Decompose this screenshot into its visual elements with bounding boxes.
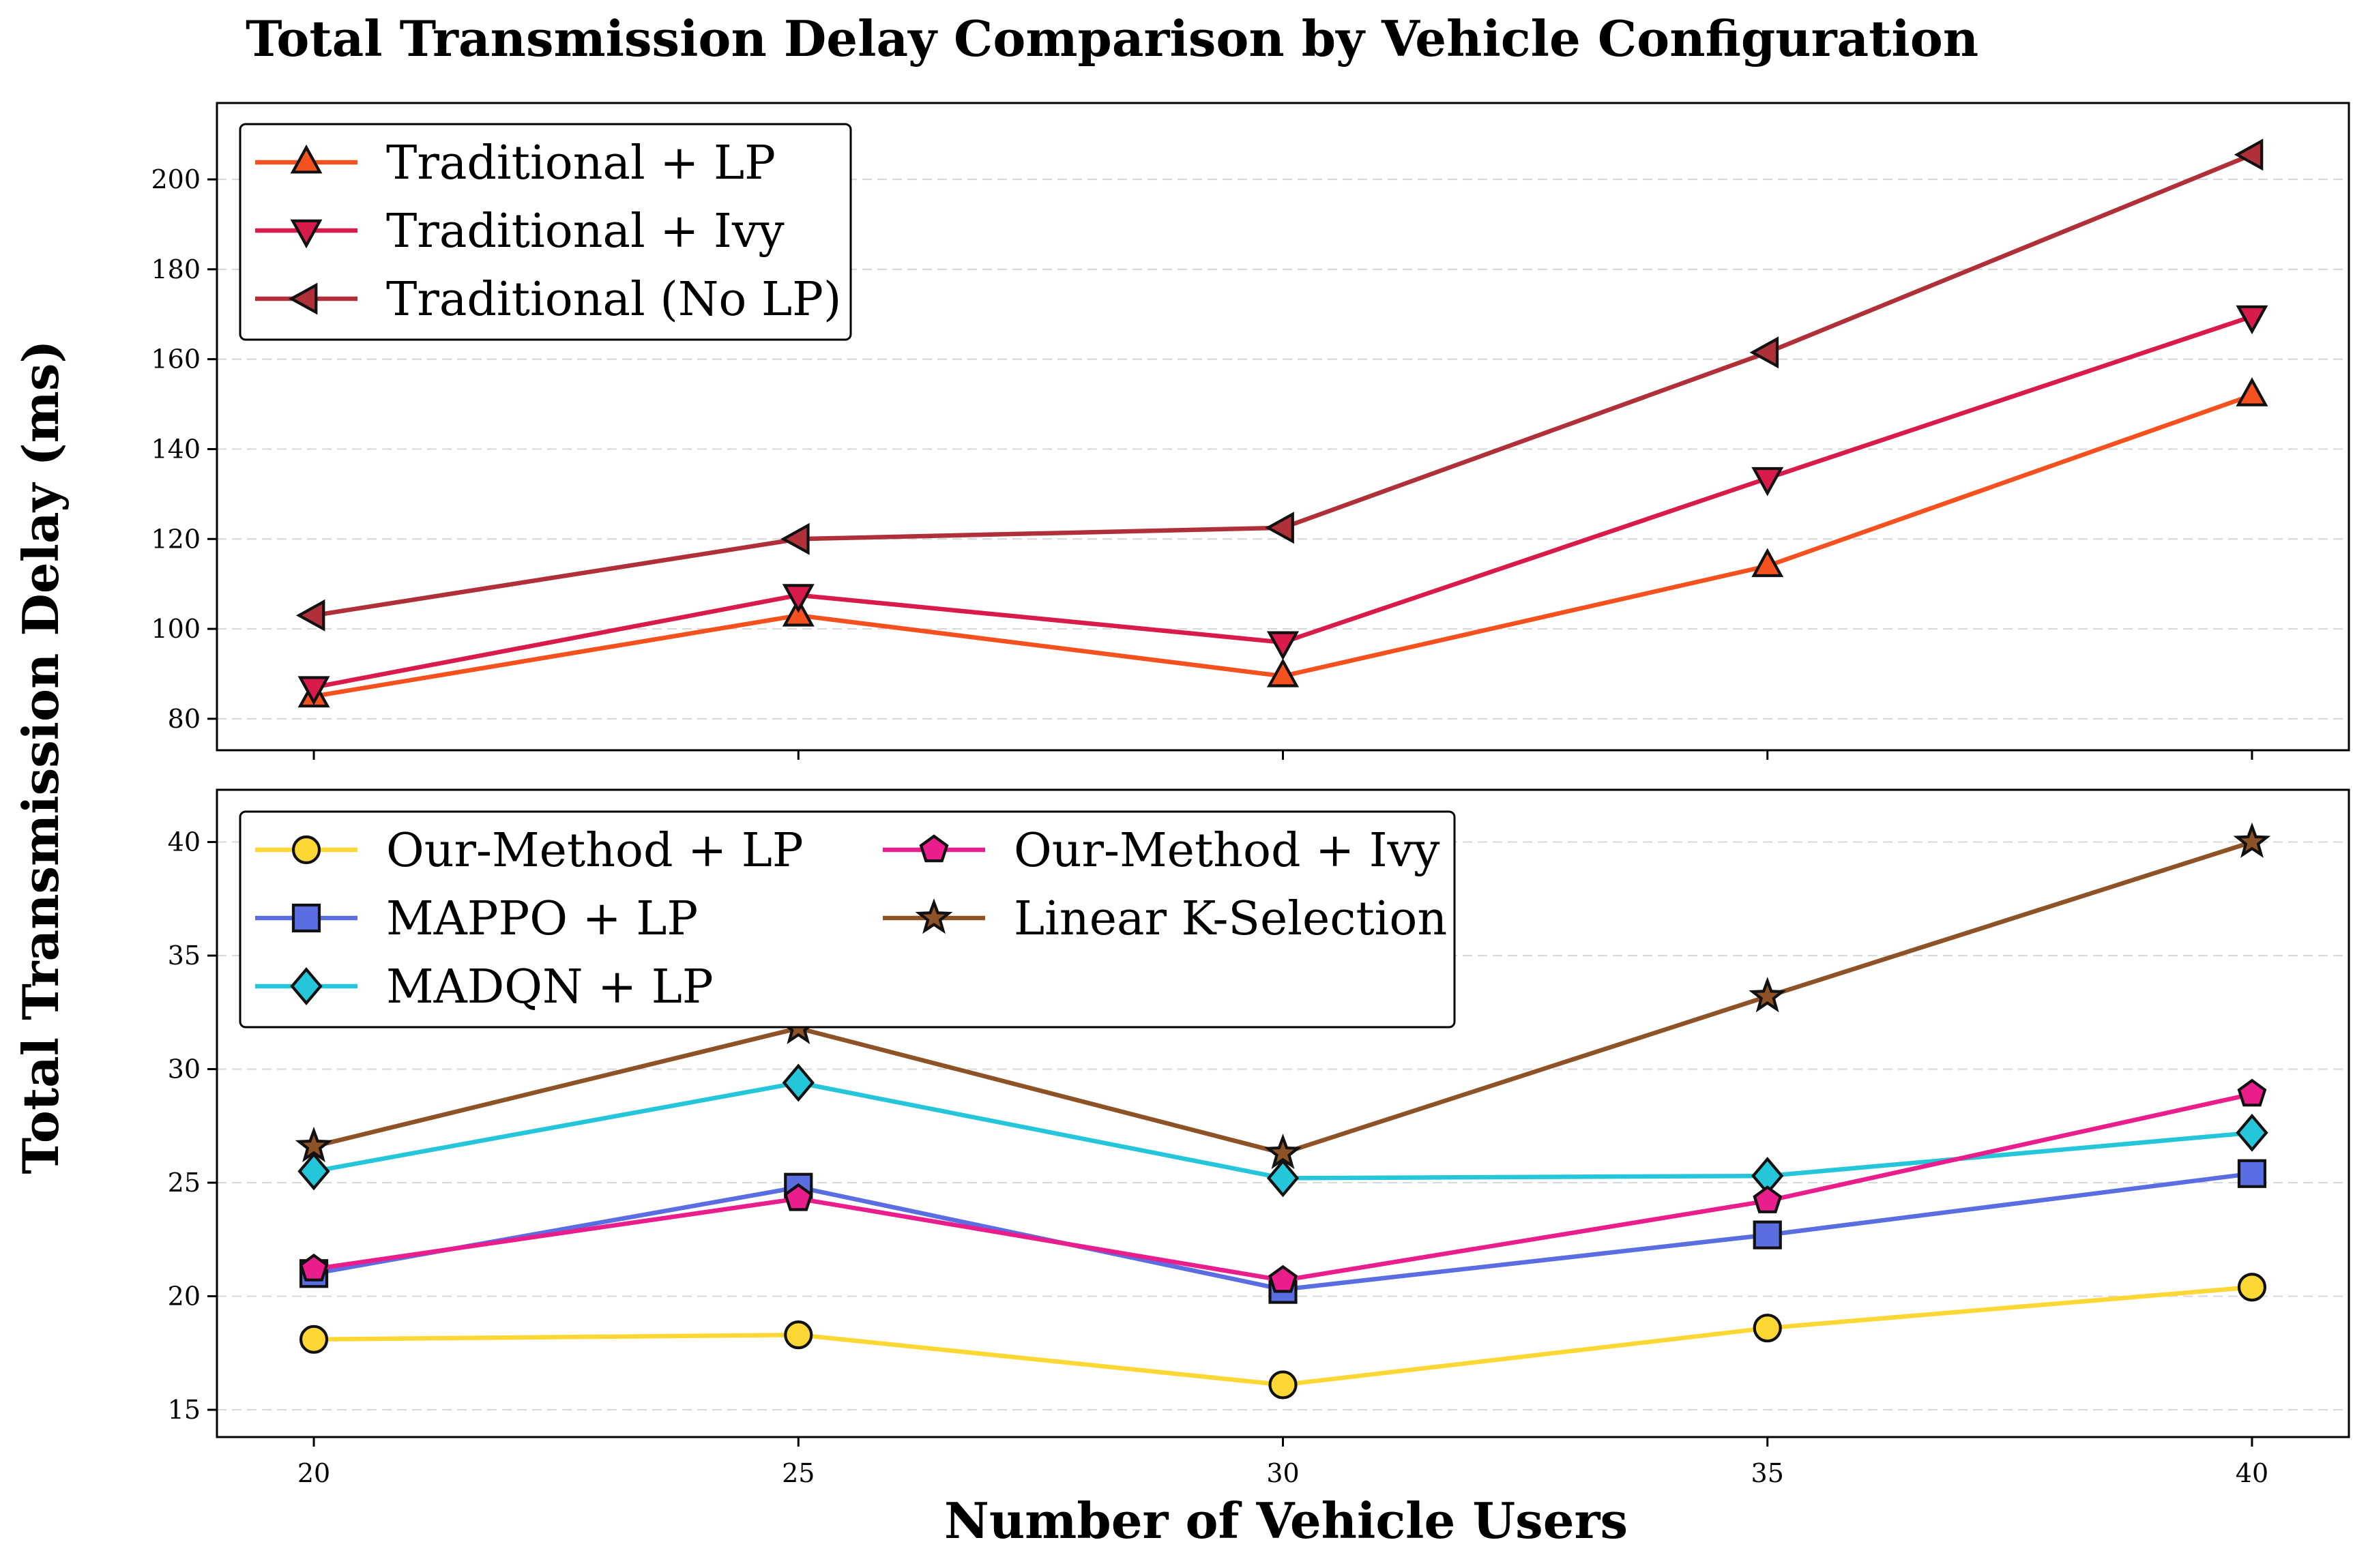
x-tick-label: 35 [1751, 1458, 1784, 1488]
bottom-panel: 15 20 25 30 35 40 20 25 30 35 40 Our-Method + LP MAP… [168, 788, 2350, 1488]
bottom-y-tick-label: 30 [168, 1054, 201, 1084]
legend-marker-mappo-lp [291, 903, 321, 933]
bottom-y-tick-label: 40 [168, 827, 201, 857]
top-y-tick-label: 100 [151, 614, 201, 644]
data-point-our-method-lp [1753, 1314, 1782, 1343]
legend-label-madqn-lp: MADQN + LP [386, 960, 714, 1014]
data-point-linear-k-selection [295, 1126, 333, 1163]
y-axis-label: Total Transmission Delay (ms) [12, 340, 70, 1174]
bottom-legend: Our-Method + LP MAPPO + LP MADQN + LP Our-M… [239, 810, 1456, 1029]
legend-frame [239, 123, 852, 341]
top-y-tick-label: 160 [151, 344, 201, 374]
data-point-traditional-ivy [1751, 467, 1784, 497]
data-point-linear-k-selection [2233, 822, 2271, 858]
legend-marker-our-method-ivy [919, 834, 949, 863]
data-point-our-method-ivy [1268, 1264, 1298, 1293]
legend-label-traditional-ivy: Traditional + Ivy [386, 205, 785, 258]
data-point-traditional-lp [2236, 377, 2268, 406]
top-y-tick-label: 80 [168, 704, 201, 734]
data-point-traditional-ivy [2236, 305, 2268, 335]
legend-frame [239, 810, 1456, 1029]
top-plot-frame [216, 102, 2350, 752]
data-point-mappo-lp [2237, 1159, 2267, 1188]
legend-label-our-method-ivy: Our-Method + Ivy [1014, 824, 1440, 878]
x-tick-label: 25 [782, 1458, 815, 1488]
top-y-tick-label: 200 [151, 164, 201, 194]
top-legend: Traditional + LP Traditional + Ivy Traditi… [239, 123, 852, 341]
bottom-y-tick-label: 25 [168, 1168, 201, 1198]
legend-marker-our-method-lp [291, 835, 321, 865]
data-point-traditional-lp [1751, 548, 1784, 578]
data-point-traditional-no-lp [295, 599, 325, 632]
top-y-tick-label: 180 [151, 254, 201, 284]
data-point-traditional-no-lp [1265, 512, 1294, 544]
data-point-traditional-ivy [1266, 631, 1300, 661]
legend-label-traditional-no-lp: Traditional (No LP) [386, 273, 841, 327]
bottom-plot-frame [216, 788, 2350, 1438]
bottom-y-tick-label: 15 [168, 1395, 201, 1425]
data-point-our-method-lp [1268, 1370, 1298, 1400]
legend-label-linear-k-selection: Linear K-Selection [1014, 892, 1447, 946]
top-y-tick-label: 120 [151, 524, 201, 554]
legend-marker-traditional-no-lp [288, 282, 318, 315]
x-tick-label: 30 [1266, 1458, 1299, 1488]
x-tick-label: 40 [2236, 1458, 2268, 1488]
data-point-our-method-ivy [1753, 1185, 1783, 1213]
data-point-madqn-lp [297, 1152, 330, 1191]
data-point-traditional-lp [1266, 658, 1300, 687]
data-point-traditional-ivy [297, 676, 330, 705]
legend-label-mappo-lp: MAPPO + LP [386, 892, 698, 946]
legend-marker-madqn-lp [290, 967, 323, 1005]
top-y-tick-label: 140 [151, 434, 201, 464]
data-point-our-method-lp [784, 1320, 813, 1350]
data-point-linear-k-selection [1749, 977, 1787, 1013]
bottom-y-tick-label: 35 [168, 941, 201, 971]
data-point-our-method-lp [299, 1325, 329, 1354]
chart-title: Total Transmission Delay Comparison by V… [246, 10, 1978, 68]
data-point-madqn-lp [1266, 1159, 1300, 1198]
x-tick-label: 20 [297, 1458, 330, 1488]
data-point-mappo-lp [1753, 1220, 1782, 1249]
data-point-traditional-ivy [782, 584, 815, 613]
data-point-madqn-lp [782, 1063, 815, 1102]
data-point-madqn-lp [2236, 1113, 2268, 1152]
legend-marker-traditional-ivy [290, 219, 323, 249]
data-point-traditional-no-lp [780, 522, 810, 555]
data-point-traditional-no-lp [1749, 336, 1779, 369]
legend-marker-traditional-lp [290, 144, 323, 174]
legend-marker-linear-k-selection [915, 898, 953, 934]
data-point-our-method-ivy [783, 1183, 813, 1211]
data-point-our-method-lp [2237, 1273, 2267, 1302]
data-point-our-method-ivy [2237, 1078, 2267, 1107]
bottom-y-tick-label: 20 [168, 1282, 201, 1312]
data-point-traditional-no-lp [2234, 138, 2264, 171]
legend-label-our-method-lp: Our-Method + LP [386, 824, 804, 878]
legend-label-traditional-lp: Traditional + LP [386, 136, 776, 190]
x-axis-label: Number of Vehicle Users [944, 1492, 1628, 1550]
data-point-our-method-ivy [299, 1254, 329, 1282]
data-point-linear-k-selection [1264, 1133, 1302, 1170]
